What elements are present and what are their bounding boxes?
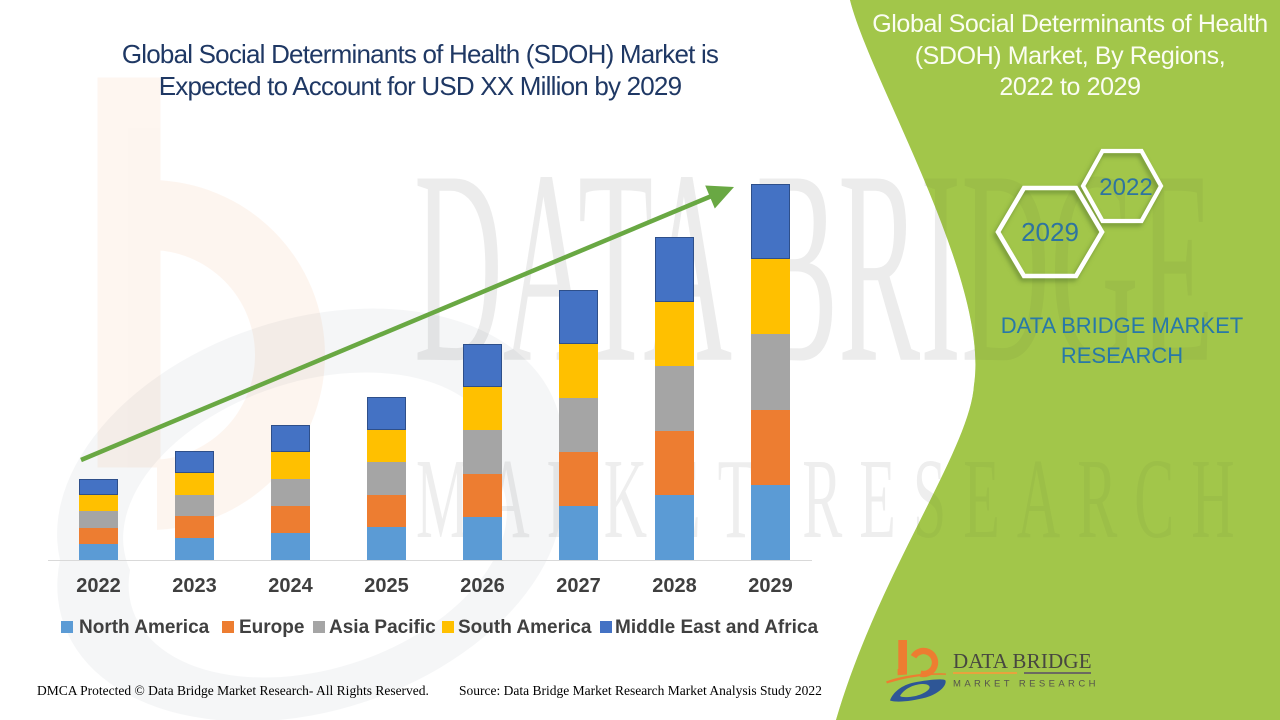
svg-text:DATA BRIDGE: DATA BRIDGE (953, 649, 1092, 673)
svg-text:MARKET RESEARCH: MARKET RESEARCH (953, 679, 1099, 690)
svg-text:2022: 2022 (1099, 174, 1152, 201)
svg-text:2029: 2029 (1021, 217, 1079, 247)
